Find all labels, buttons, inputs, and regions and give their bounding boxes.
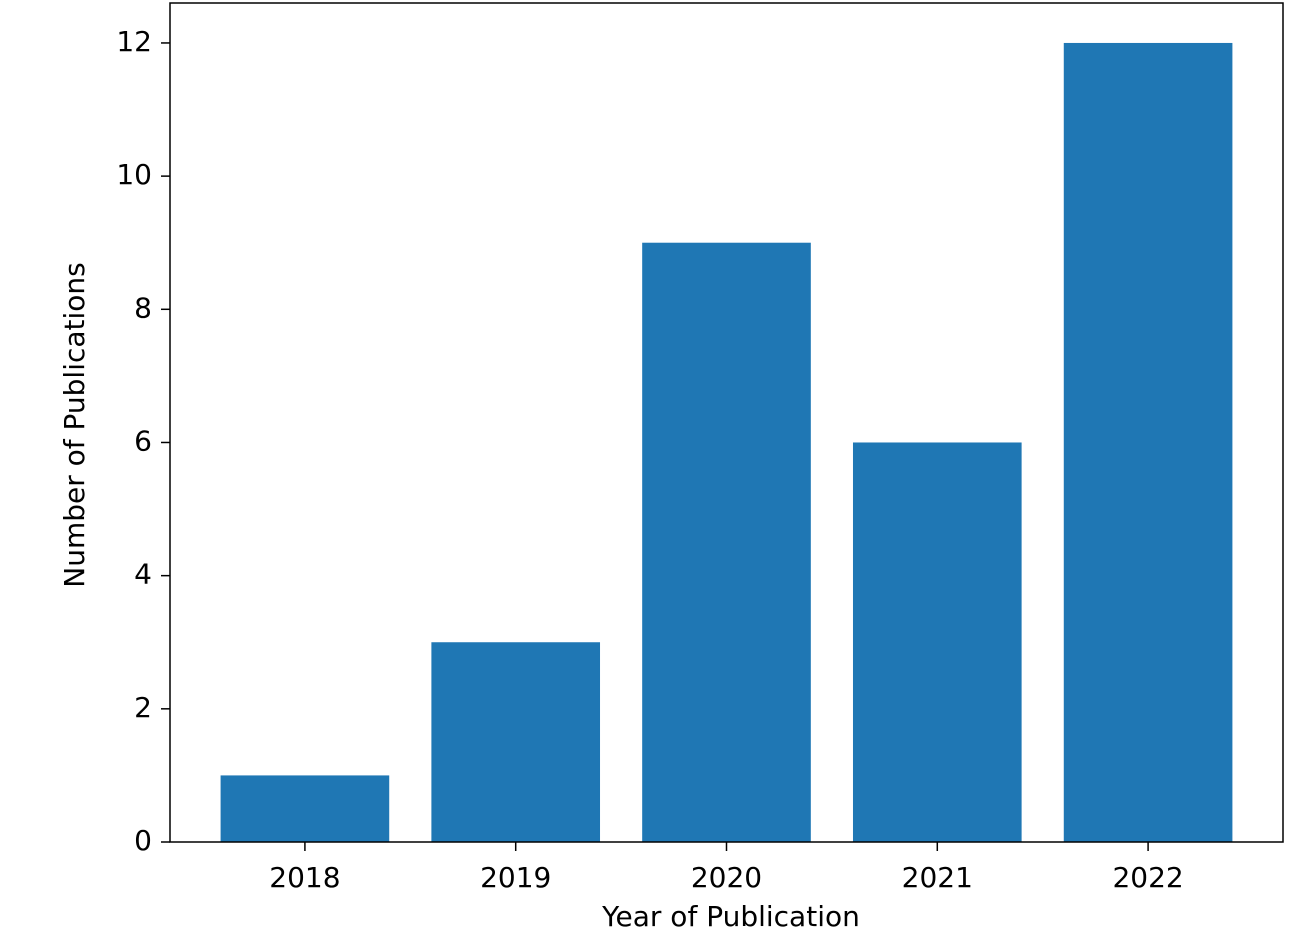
plot-frame [169, 2, 1284, 843]
y-tick-label: 10 [116, 158, 152, 191]
x-tick-label: 2021 [902, 861, 973, 894]
bar [1063, 42, 1233, 842]
y-tick-label: 4 [134, 558, 152, 591]
x-tick-label: 2018 [269, 861, 340, 894]
y-tick-label: 0 [134, 824, 152, 857]
y-tick-label: 2 [134, 691, 152, 724]
bar [642, 242, 811, 842]
y-tick-label: 8 [134, 291, 152, 324]
y-axis-label: Number of Publications [58, 262, 91, 588]
y-tick-label: 12 [116, 25, 152, 58]
y-tick-label: 6 [134, 424, 152, 457]
x-tick-label: 2019 [480, 861, 551, 894]
x-axis-label: Year of Publication [601, 900, 860, 933]
bar [220, 775, 390, 842]
bar [431, 642, 601, 842]
x-tick-label: 2020 [691, 861, 762, 894]
bar [852, 442, 1022, 842]
x-tick-label: 2022 [1112, 861, 1183, 894]
